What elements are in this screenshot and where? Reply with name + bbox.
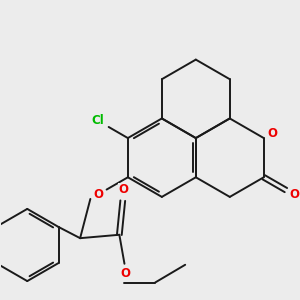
Text: O: O (93, 188, 103, 201)
Text: O: O (120, 268, 130, 281)
Text: Cl: Cl (91, 114, 104, 127)
Text: O: O (267, 127, 277, 140)
Text: O: O (118, 183, 128, 196)
Text: O: O (289, 188, 299, 201)
